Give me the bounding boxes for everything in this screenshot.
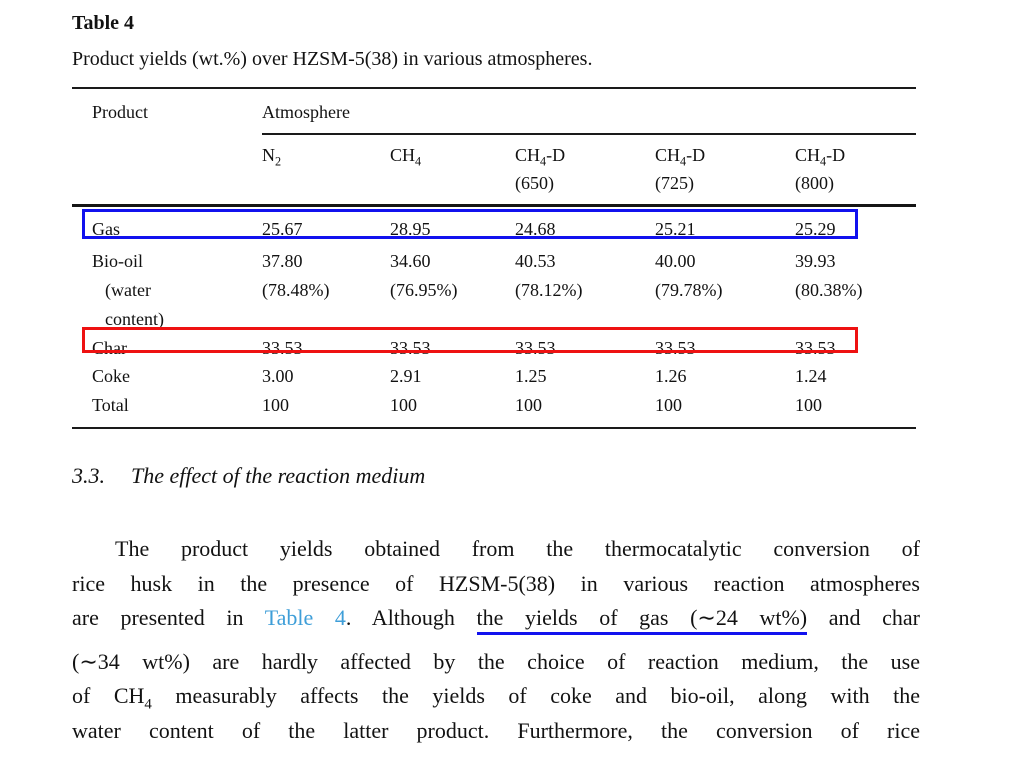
table-header-group-row: Product Atmosphere: [72, 87, 917, 135]
col-header-n2: N2: [262, 134, 390, 207]
paragraph-line: water content of the latter product. Fur…: [72, 717, 920, 743]
table-cell: 100: [390, 390, 515, 429]
section-heading: 3.3. The effect of the reaction medium: [72, 463, 425, 489]
table-cell: 100: [515, 390, 655, 429]
col-header-ch4-d-650: CH4-D (650): [515, 134, 655, 207]
col-header-ch4: CH4: [390, 134, 515, 207]
col-header-product: Product: [72, 87, 262, 134]
table-cell: 25.29: [795, 218, 836, 239]
section-number: 3.3.: [72, 463, 105, 488]
paragraph-line: (∼34 wt%) are hardly affected by the cho…: [72, 648, 920, 674]
product-yields-table: Product Atmosphere N2 CH4 CH4-D (650) CH4…: [72, 87, 917, 429]
row-label-total: Total: [72, 390, 262, 429]
paragraph-line: The product yields obtained from the the…: [115, 536, 920, 561]
row-label-coke: Coke: [92, 365, 130, 386]
table-cell: 34.60 (76.95%): [390, 250, 458, 300]
table-cell: 2.91: [390, 365, 422, 386]
table-cell: 25.67: [262, 218, 303, 239]
table-cell: 100: [795, 390, 917, 429]
table-cell: 25.21: [655, 218, 696, 239]
table-row-coke: Coke 3.00 2.91 1.25 1.26 1.24: [72, 362, 916, 391]
table-caption: Product yields (wt.%) over HZSM-5(38) in…: [72, 48, 593, 70]
table-cell: 39.93 (80.38%): [795, 250, 863, 300]
table-cell: 37.80 (78.48%): [262, 250, 330, 300]
table-row-gas: Gas 25.67 28.95 24.68 25.21 25.29: [72, 205, 916, 245]
table-cell: 40.00 (79.78%): [655, 250, 723, 300]
underlined-annotation-text: the yields of gas (∼24 wt%): [476, 605, 808, 635]
table-cell: 1.25: [515, 365, 547, 386]
gas-row-highlight-box: [82, 209, 858, 239]
table-cell: 40.53 (78.12%): [515, 250, 583, 300]
table-cell: 3.00: [262, 365, 294, 386]
table-row-bio-oil: Bio-oil (water content) 37.80 (78.48%) 34…: [72, 245, 916, 334]
col-header-ch4-d-725: CH4-D (725): [655, 134, 795, 207]
col-header-ch4-d-800: CH4-D (800): [795, 134, 917, 207]
table-4-link[interactable]: Table 4: [264, 605, 346, 630]
row-label-gas: Gas: [92, 218, 120, 239]
table-header-row: N2 CH4 CH4-D (650) CH4-D (725) CH4-D (800): [72, 134, 917, 207]
table-cell: 24.68: [515, 218, 556, 239]
table-cell: 100: [655, 390, 795, 429]
table-cell: 1.26: [655, 365, 687, 386]
table-cell: 1.24: [795, 365, 827, 386]
section-title: The effect of the reaction medium: [131, 463, 426, 488]
paragraph-line: rice husk in the presence of HZSM-5(38) …: [72, 570, 920, 596]
ch4-subscript: 4: [144, 696, 152, 713]
row-label-bio-oil: Bio-oil (water content): [92, 250, 164, 329]
col-header-atmosphere: Atmosphere: [262, 87, 917, 135]
paragraph-line: of CH4 measurably affects the yields of …: [72, 683, 920, 713]
char-row-highlight-box: [82, 327, 858, 353]
col-header-empty: [72, 134, 262, 207]
body-paragraph: The product yields obtained from the the…: [72, 532, 920, 748]
table-title: Table 4: [72, 12, 135, 34]
table-row-total: Total 100 100 100 100 100: [72, 390, 917, 429]
paragraph-line: are presented in Table 4. Although the y…: [72, 601, 920, 636]
table-cell: 100: [262, 390, 390, 429]
table-cell: 28.95: [390, 218, 431, 239]
